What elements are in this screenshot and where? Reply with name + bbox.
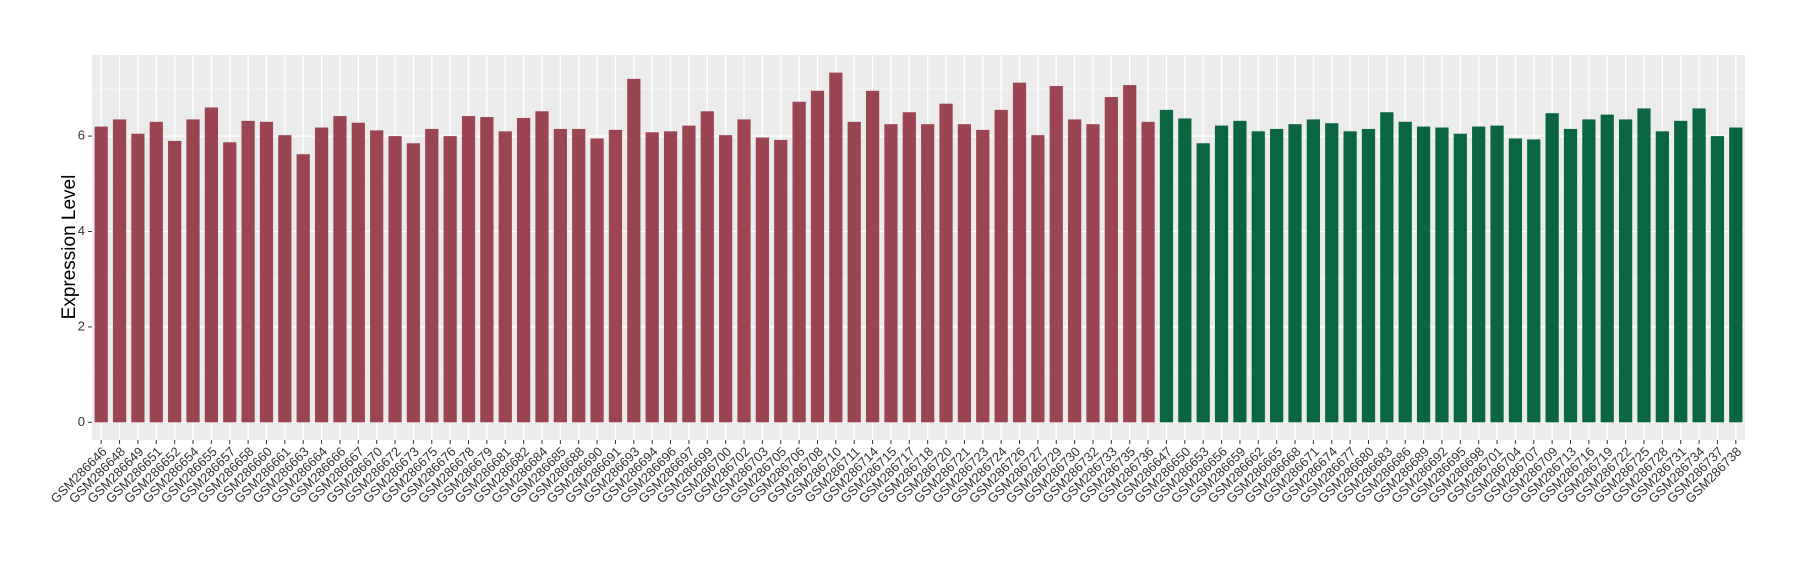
bar <box>168 140 182 423</box>
bar <box>976 129 990 423</box>
bar <box>719 135 733 423</box>
bar <box>314 127 329 423</box>
bar <box>1306 119 1320 423</box>
bar <box>535 111 549 423</box>
bar <box>1527 139 1541 423</box>
bar <box>186 119 200 423</box>
bar <box>370 130 384 423</box>
bar <box>1563 128 1578 423</box>
bar <box>1104 96 1118 423</box>
bar <box>1325 123 1339 423</box>
bar <box>1674 120 1688 423</box>
bar <box>810 90 825 423</box>
bar <box>1159 109 1174 423</box>
bar <box>1123 85 1137 423</box>
bar <box>1196 143 1210 423</box>
bar <box>1251 131 1265 423</box>
bar <box>774 139 788 423</box>
bar <box>1086 124 1100 423</box>
bar <box>663 131 678 423</box>
bar <box>1068 119 1082 423</box>
y-axis-label: Expression Level <box>59 175 80 320</box>
bar <box>1472 126 1486 423</box>
bar <box>443 136 457 423</box>
bar <box>1710 136 1725 423</box>
bar <box>921 124 935 423</box>
bar <box>1012 82 1027 423</box>
bar <box>1490 125 1504 423</box>
bar <box>425 128 439 423</box>
bar <box>792 101 806 423</box>
bar <box>1343 131 1357 423</box>
bar <box>1270 128 1284 423</box>
bar <box>1619 119 1633 423</box>
bar <box>1380 112 1394 423</box>
bar <box>388 136 402 423</box>
bar <box>865 90 880 423</box>
bar <box>278 135 292 423</box>
bar <box>700 111 714 423</box>
bar <box>553 128 567 423</box>
bar <box>241 120 255 423</box>
bar <box>1233 120 1247 423</box>
bar <box>1545 113 1559 423</box>
bar <box>1508 138 1523 423</box>
bar <box>1637 108 1651 423</box>
bar <box>645 132 659 423</box>
bar <box>608 129 623 423</box>
bar <box>149 121 163 423</box>
bar <box>1435 127 1449 423</box>
bar <box>939 103 953 423</box>
y-tick-label: 4 <box>78 223 85 238</box>
bar <box>1655 131 1669 423</box>
bar <box>590 138 604 423</box>
y-tick-label: 2 <box>78 318 85 333</box>
bars <box>94 72 1743 423</box>
y-tick-label: 0 <box>78 414 85 429</box>
bar <box>131 133 145 423</box>
bar <box>627 78 641 423</box>
bar <box>517 117 531 423</box>
bar <box>204 107 218 423</box>
bar <box>223 142 237 423</box>
bar <box>755 137 769 423</box>
bar <box>1416 126 1431 423</box>
bar <box>1031 135 1045 423</box>
bar <box>994 109 1008 423</box>
bar <box>1141 121 1155 423</box>
y-tick-label: 6 <box>78 128 85 143</box>
bar <box>351 122 365 423</box>
bar <box>480 117 494 423</box>
bar <box>94 126 108 423</box>
bar <box>1582 119 1596 423</box>
bar <box>737 119 751 423</box>
bar <box>1178 118 1192 423</box>
bar <box>333 116 347 423</box>
bar <box>682 125 696 423</box>
bar <box>884 124 898 423</box>
bar <box>1361 128 1376 423</box>
bar <box>1600 114 1614 423</box>
panel <box>92 55 1745 440</box>
bar <box>902 112 916 423</box>
bar <box>572 128 586 423</box>
bar <box>259 121 274 423</box>
bar <box>498 131 512 423</box>
bar <box>1453 133 1467 423</box>
bar <box>1729 127 1743 423</box>
bar <box>1214 125 1229 423</box>
bar <box>1398 121 1412 423</box>
bar <box>957 124 972 423</box>
bar <box>112 119 127 423</box>
bar <box>406 143 421 423</box>
bar <box>829 72 843 423</box>
bar <box>847 121 861 423</box>
bar <box>1288 124 1302 423</box>
bar <box>296 154 310 423</box>
bar <box>1692 108 1706 423</box>
bar <box>461 116 476 423</box>
bar <box>1049 86 1063 423</box>
